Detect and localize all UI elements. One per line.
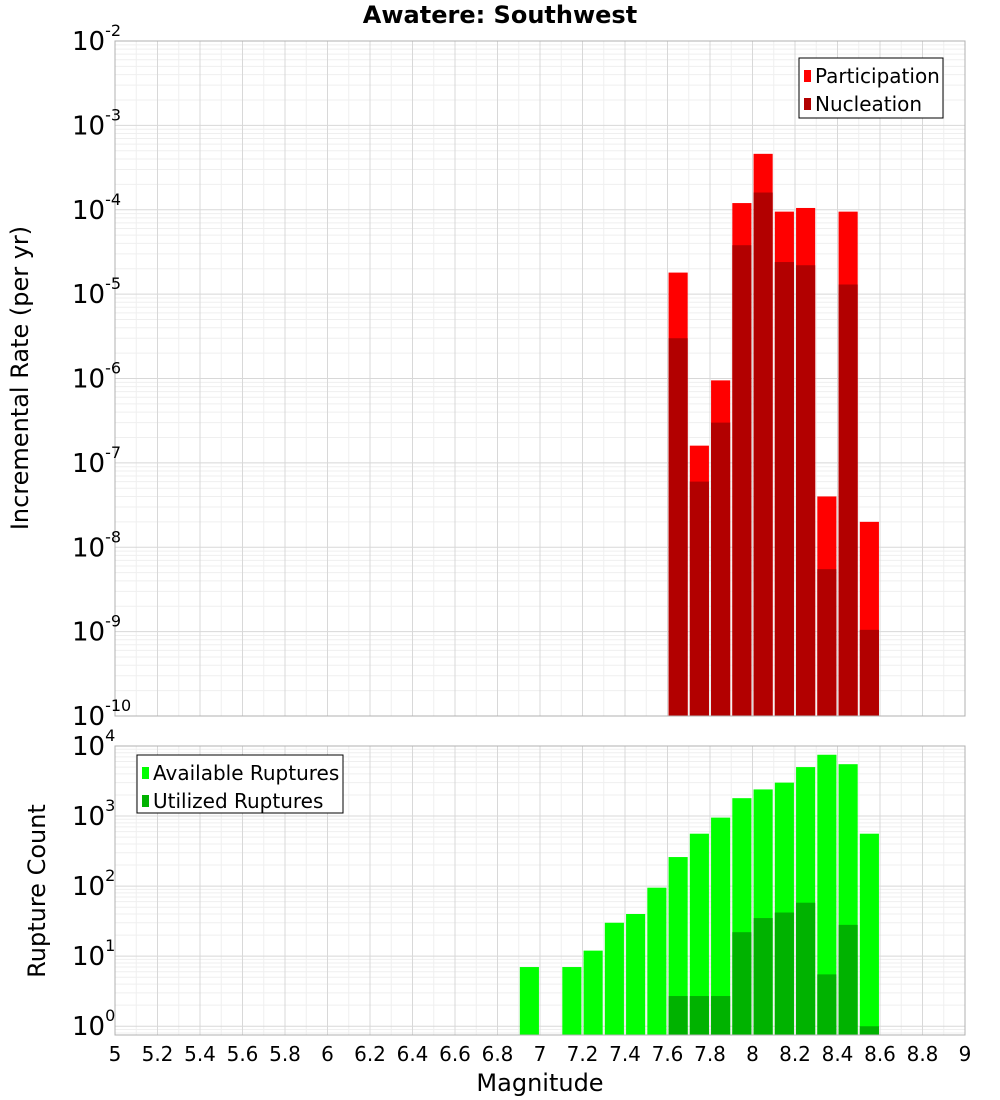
count-bar-utilized-ruptures [859,1026,879,1035]
rate-y-tick-label: 10-2 [72,21,121,57]
count-bar-utilized-ruptures [817,974,837,1035]
x-tick-label: 8.6 [864,1042,896,1066]
x-tick-label: 6.6 [439,1042,471,1066]
x-axis-label: Magnitude [476,1069,603,1097]
x-tick-label: 5.4 [184,1042,216,1066]
count-y-tick-label: 100 [72,1006,115,1042]
rate-y-tick-label: 10-5 [72,274,121,310]
x-tick-label: 6 [321,1042,334,1066]
rate-y-tick-label: 10-9 [72,612,121,648]
count-bar-available-ruptures [626,914,646,1035]
x-tick-label: 8.8 [907,1042,939,1066]
rate-legend-box [798,57,944,119]
count-bar-available-ruptures [647,887,667,1035]
x-tick-label: 7.6 [652,1042,684,1066]
count-legend-label: Available Ruptures [153,761,339,785]
count-bar-available-ruptures [604,922,624,1035]
count-bar-available-ruptures [689,833,709,1035]
rate-y-tick-label: 10-3 [72,105,121,141]
rate-y-tick-label: 10-4 [72,190,121,226]
count-y-tick-label: 103 [72,796,115,832]
x-tick-label: 6.8 [482,1042,514,1066]
x-tick-label: 8 [746,1042,759,1066]
rate-bar-nucleation [732,245,752,717]
count-bar-available-ruptures [583,950,603,1035]
count-bar-utilized-ruptures [796,902,816,1035]
rate-bar-nucleation [796,265,816,716]
rate-bar-nucleation [711,422,731,716]
count-bar-utilized-ruptures [838,924,858,1035]
count-bar-available-ruptures [519,967,539,1035]
count-legend-label: Utilized Ruptures [153,789,323,813]
count-bar-available-ruptures [859,833,879,1035]
rate-y-tick-label: 10-7 [72,443,121,479]
x-tick-label: 5.8 [269,1042,301,1066]
rate-bar-nucleation [774,262,794,716]
rate-legend-swatch [804,70,811,82]
count-y-tick-label: 101 [72,936,115,972]
x-tick-label: 7.8 [694,1042,726,1066]
x-tick-label: 8.4 [822,1042,854,1066]
count-y-tick-label: 104 [72,726,115,762]
x-tick-label: 5.6 [227,1042,259,1066]
count-legend: Available Ruptures Utilized Ruptures [136,754,344,814]
x-tick-label: 8.2 [779,1042,811,1066]
count-bar-utilized-ruptures [732,932,752,1035]
x-tick-label: 6.2 [354,1042,386,1066]
rate-y-tick-label: 10-6 [72,359,121,395]
rate-legend: Participation Nucleation [798,57,944,119]
count-y-tick-label: 102 [72,866,115,902]
count-plot-frame [114,745,966,1036]
rupture-count-plot: 100 101 102 103 104 Available Ruptures Utilize… [72,726,971,1066]
count-bar-available-ruptures [817,754,837,1035]
top-y-axis-label: Incremental Rate (per yr) [6,226,34,530]
rate-legend-label: Participation [815,64,940,88]
count-bar-utilized-ruptures [689,996,709,1035]
incremental-rate-plot: 10-10 10-9 10-8 10-7 10-6 10-5 10-4 10-3 10-2 Par… [72,21,966,732]
rate-bar-nucleation [753,192,773,717]
rate-y-tick-label: 10-10 [72,696,131,732]
x-tick-label: 6.4 [397,1042,429,1066]
rate-bar-nucleation [689,481,709,716]
count-bar-utilized-ruptures [753,918,773,1035]
x-tick-label: 5.2 [142,1042,174,1066]
rate-plot-frame [114,40,966,717]
count-bar-utilized-ruptures [774,912,794,1035]
x-tick-label: 5 [109,1042,122,1066]
x-tick-label: 7.2 [567,1042,599,1066]
count-bar-available-ruptures [562,967,582,1035]
count-legend-swatch [142,795,149,807]
rate-bar-nucleation [838,284,858,716]
count-bar-utilized-ruptures [711,996,731,1035]
bottom-y-axis-label: Rupture Count [23,804,51,978]
rate-legend-swatch [804,98,811,110]
x-tick-label: 7 [534,1042,547,1066]
count-bar-available-ruptures [668,857,688,1035]
rate-legend-label: Nucleation [815,92,922,116]
count-legend-swatch [142,767,149,779]
rate-y-tick-label: 10-8 [72,527,121,563]
rate-bar-nucleation [817,569,837,716]
count-bar-utilized-ruptures [668,996,688,1035]
count-bar-available-ruptures [711,817,731,1035]
rate-bar-nucleation [859,629,879,716]
x-tick-label: 7.4 [609,1042,641,1066]
chart-title: Awatere: Southwest [363,1,637,29]
rate-bar-nucleation [668,338,688,716]
x-tick-label: 9 [959,1042,972,1066]
count-legend-box [136,754,344,814]
